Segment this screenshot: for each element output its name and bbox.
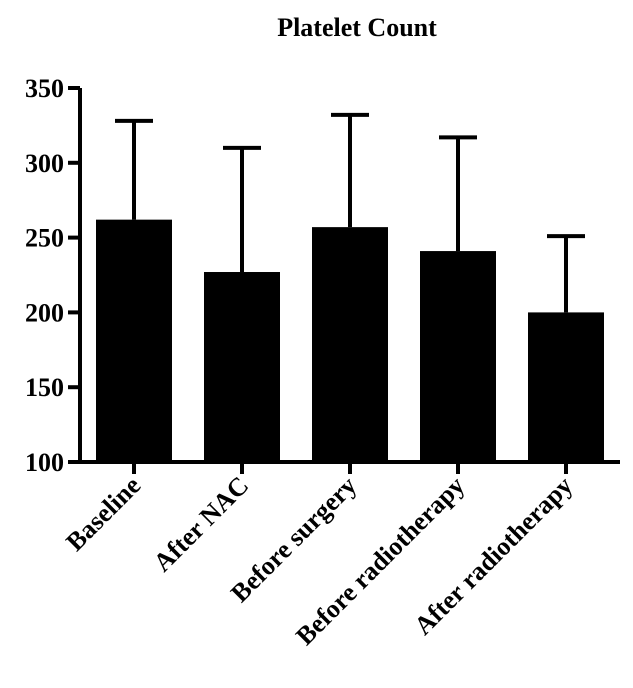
y-tick-label: 150	[25, 373, 64, 402]
y-tick-label: 200	[25, 298, 64, 327]
y-tick-label: 250	[25, 224, 64, 253]
bar-1	[204, 272, 280, 462]
y-tick-label: 100	[25, 448, 64, 477]
x-tick-label: Baseline	[60, 471, 146, 557]
x-tick-label: After NAC	[148, 471, 254, 577]
bar-4	[528, 312, 604, 462]
chart-title: Platelet Count	[277, 13, 437, 42]
y-tick-label: 350	[25, 74, 64, 103]
bars	[96, 219, 604, 462]
bar-0	[96, 219, 172, 462]
y-ticks: 100 150 200 250 300 350	[25, 74, 80, 477]
bar-3	[420, 251, 496, 462]
y-tick-label: 300	[25, 149, 64, 178]
bar-2	[312, 227, 388, 462]
error-bars	[115, 112, 585, 313]
